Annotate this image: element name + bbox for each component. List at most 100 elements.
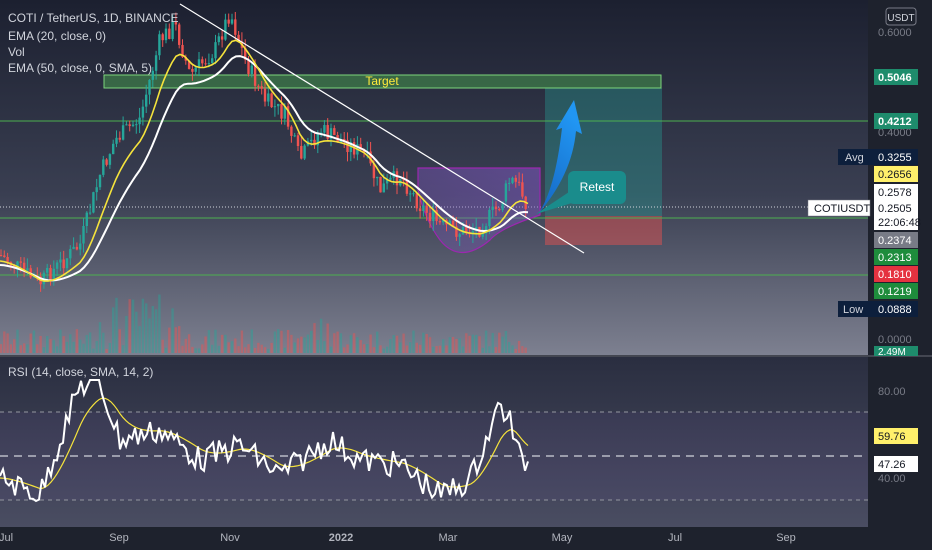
ema50-line xyxy=(0,55,529,282)
volume-bar xyxy=(220,334,224,353)
candle-body xyxy=(79,243,82,250)
candle-body xyxy=(115,137,118,144)
volume-bar xyxy=(207,330,211,353)
descending-trendline[interactable] xyxy=(179,3,585,254)
candle-body xyxy=(98,174,102,188)
badge-0.2578: 0.2578 xyxy=(874,184,918,200)
candle-body xyxy=(415,193,418,209)
volume-bar xyxy=(9,344,13,353)
volume-bar xyxy=(326,323,329,353)
volume-bar xyxy=(105,348,108,353)
volume-bar xyxy=(204,336,207,353)
badge-0.4212: 0.4212 xyxy=(874,113,918,129)
volume-bar xyxy=(49,339,52,353)
badge-rsi: 47.26 xyxy=(874,456,918,472)
volume-bar xyxy=(468,335,471,353)
candle-body xyxy=(412,193,415,195)
candle-body xyxy=(428,212,432,222)
price-tick: 0.4000 xyxy=(878,127,912,139)
candle-body xyxy=(313,139,316,146)
svg-text:47.26: 47.26 xyxy=(878,459,906,471)
time-tick-2022: 2022 xyxy=(329,532,353,544)
volume-bar xyxy=(253,347,257,353)
volume-bar xyxy=(65,341,69,353)
volume-bar xyxy=(42,347,46,353)
volume-bar xyxy=(197,348,201,353)
badge-0.2656: 0.2656 xyxy=(874,166,918,182)
candle-body xyxy=(458,234,461,237)
volume-bar xyxy=(224,334,227,353)
candle-body xyxy=(438,221,442,223)
volume-bar xyxy=(438,345,442,353)
candle-body xyxy=(296,135,300,147)
ema20-legend[interactable]: EMA (20, close, 0) xyxy=(8,29,106,43)
volume-bar xyxy=(191,346,194,353)
candle-body xyxy=(521,182,524,197)
volume-bar xyxy=(366,344,369,353)
volume-bar xyxy=(112,307,115,353)
candle-body xyxy=(494,206,498,210)
candle-body xyxy=(59,259,62,263)
svg-text:0.1810: 0.1810 xyxy=(878,269,912,281)
volume-bar xyxy=(349,335,352,353)
retest-callout[interactable] xyxy=(568,171,626,204)
volume-bar xyxy=(306,334,310,353)
volume-bar xyxy=(184,338,187,353)
candle-body xyxy=(376,176,379,179)
time-tick-jul-2: Jul xyxy=(668,532,682,544)
candle-body xyxy=(253,65,257,86)
volume-bar xyxy=(418,344,422,353)
svg-text:0.2505: 0.2505 xyxy=(878,203,912,215)
candle-body xyxy=(164,28,168,41)
candle-body xyxy=(148,79,151,95)
rsi-legend[interactable]: RSI (14, close, SMA, 14, 2) xyxy=(8,365,153,379)
symbol-header: COTI / TetherUS, 1D, BINANCE xyxy=(8,11,179,25)
volume-bar xyxy=(296,338,300,353)
candle-body xyxy=(151,70,154,80)
volume-bar xyxy=(385,346,389,353)
candle-body xyxy=(62,259,65,269)
candle-body xyxy=(300,146,303,159)
candle-body xyxy=(504,183,508,202)
volume-bar xyxy=(290,334,293,353)
ema50-legend[interactable]: EMA (50, close, 0, SMA, 5) xyxy=(8,61,152,75)
candle-body xyxy=(178,24,181,45)
volume-bar xyxy=(521,346,524,353)
volume-bar xyxy=(131,299,135,353)
currency-button[interactable] xyxy=(885,7,917,26)
volume-bar xyxy=(135,311,138,353)
volume-bar xyxy=(95,340,98,353)
volume-bar xyxy=(125,315,128,353)
candle-body xyxy=(55,262,59,269)
volume-bar xyxy=(13,339,16,353)
volume-bar xyxy=(313,323,316,353)
volume-bar xyxy=(55,346,59,353)
candle-body xyxy=(85,212,88,227)
target-zone[interactable] xyxy=(103,74,662,89)
candle-body xyxy=(329,128,333,139)
candle-body xyxy=(118,137,121,140)
volume-bar xyxy=(316,340,319,353)
volume-bar xyxy=(369,334,372,353)
badge-0.2374: 0.2374 xyxy=(874,232,918,248)
candle-body xyxy=(379,176,382,193)
volume-bar xyxy=(121,345,125,353)
volume-bar xyxy=(201,344,204,353)
volume-bar xyxy=(273,331,277,353)
target-arrow[interactable] xyxy=(538,100,582,214)
candle-body xyxy=(227,19,230,24)
volume-bar xyxy=(415,342,418,353)
candle-body xyxy=(514,177,517,182)
candle-body xyxy=(369,151,372,164)
candle-body xyxy=(46,268,49,273)
time-tick-jul: Jul xyxy=(0,532,13,544)
volume-bar xyxy=(310,330,313,353)
candle-body xyxy=(171,21,174,39)
long-position-loss-zone[interactable] xyxy=(545,216,662,245)
candle-body xyxy=(385,179,389,184)
badge-0.1219: 0.1219 xyxy=(874,283,918,299)
volume-bar xyxy=(448,337,451,353)
volume-legend[interactable]: Vol xyxy=(8,45,25,59)
svg-text:22:06:48: 22:06:48 xyxy=(878,217,921,229)
